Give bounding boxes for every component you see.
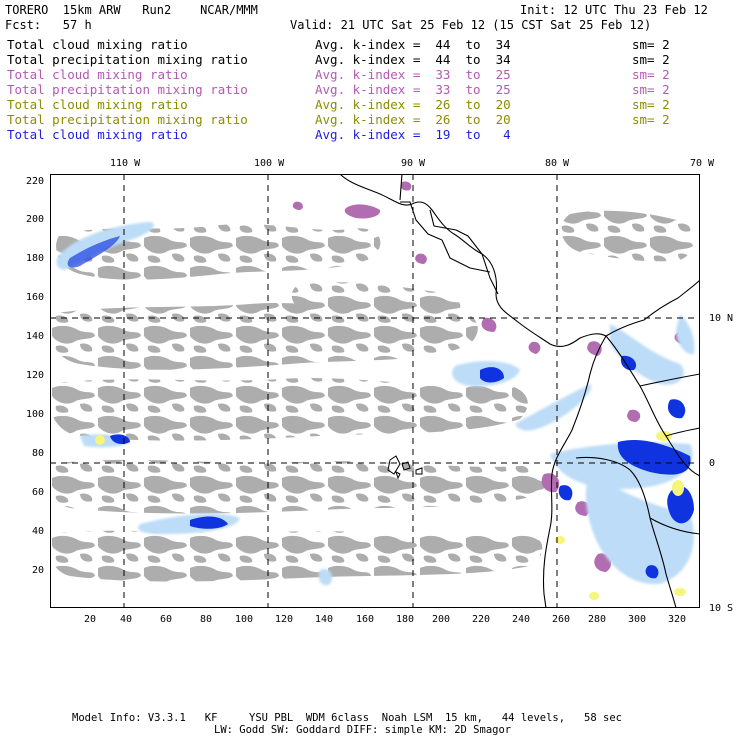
y-tick: 200 [26, 214, 45, 225]
legend-smooth: sm= 2 [632, 52, 670, 67]
legend-field: Total precipitation mixing ratio [7, 52, 248, 67]
legend-kindex: Avg. k-index = 26 to 20 [315, 97, 511, 112]
legend-smooth: sm= 2 [632, 67, 670, 82]
forecast-map [50, 174, 700, 608]
x-tick: 220 [472, 614, 491, 625]
y-tick: 80 [32, 448, 45, 459]
legend-field: Total cloud mixing ratio [7, 37, 188, 52]
coastlines [339, 174, 700, 608]
legend-smooth: sm= 2 [632, 112, 670, 127]
x-tick: 180 [396, 614, 415, 625]
dark-blue-cores [67, 236, 694, 579]
physics-info: LW: Godd SW: Goddard DIFF: simple KM: 2D… [214, 724, 512, 736]
legend-field: Total cloud mixing ratio [7, 97, 188, 112]
legend-kindex: Avg. k-index = 19 to 4 [315, 127, 511, 142]
y-tick: 140 [26, 331, 45, 342]
legend-smooth: sm= 2 [632, 37, 670, 52]
legend-field: Total precipitation mixing ratio [7, 112, 248, 127]
lon-label-100w: 100 W [254, 158, 285, 169]
cloud-field [50, 210, 696, 582]
x-tick: 200 [432, 614, 451, 625]
lat-label-10s: 10 S [709, 603, 734, 614]
y-tick: 160 [26, 292, 45, 303]
x-tick: 120 [275, 614, 294, 625]
x-tick: 260 [552, 614, 571, 625]
lon-label-70w: 70 W [690, 158, 715, 169]
legend-field: Total cloud mixing ratio [7, 67, 188, 82]
legend-kindex: Avg. k-index = 33 to 25 [315, 82, 511, 97]
y-tick: 180 [26, 253, 45, 264]
x-tick: 240 [512, 614, 531, 625]
x-tick: 320 [668, 614, 687, 625]
legend-smooth: sm= 2 [632, 97, 670, 112]
forecast-hour: Fcst: 57 h [5, 18, 92, 32]
y-tick: 40 [32, 526, 45, 537]
model-info: Model Info: V3.3.1 KF YSU PBL WDM 6class… [72, 712, 622, 724]
lat-label-0: 0 [709, 458, 716, 469]
x-tick: 160 [356, 614, 375, 625]
lon-label-80w: 80 W [545, 158, 570, 169]
x-tick: 100 [235, 614, 254, 625]
x-tick: 60 [160, 614, 173, 625]
x-tick: 20 [84, 614, 97, 625]
x-tick: 40 [120, 614, 133, 625]
model-title: TORERO 15km ARW Run2 NCAR/MMM [5, 3, 258, 17]
map-frame [50, 174, 700, 608]
legend-kindex: Avg. k-index = 33 to 25 [315, 67, 511, 82]
legend-kindex: Avg. k-index = 44 to 34 [315, 52, 511, 67]
lon-label-110w: 110 W [110, 158, 141, 169]
init-time: Init: 12 UTC Thu 23 Feb 12 [520, 3, 708, 17]
y-tick: 60 [32, 487, 45, 498]
x-tick: 280 [588, 614, 607, 625]
valid-time: Valid: 21 UTC Sat 25 Feb 12 (15 CST Sat … [290, 18, 652, 32]
legend-field: Total precipitation mixing ratio [7, 82, 248, 97]
x-tick: 300 [628, 614, 647, 625]
lat-label-10n: 10 N [709, 313, 734, 324]
legend-smooth: sm= 2 [632, 82, 670, 97]
x-tick: 80 [200, 614, 213, 625]
legend-kindex: Avg. k-index = 26 to 20 [315, 112, 511, 127]
y-tick: 220 [26, 176, 45, 187]
lon-label-90w: 90 W [401, 158, 426, 169]
y-tick: 120 [26, 370, 45, 381]
lat-lon-grid [50, 174, 700, 608]
legend-kindex: Avg. k-index = 44 to 34 [315, 37, 511, 52]
x-tick: 140 [315, 614, 334, 625]
legend-field: Total cloud mixing ratio [7, 127, 188, 142]
y-tick: 100 [26, 409, 45, 420]
y-tick: 20 [32, 565, 45, 576]
